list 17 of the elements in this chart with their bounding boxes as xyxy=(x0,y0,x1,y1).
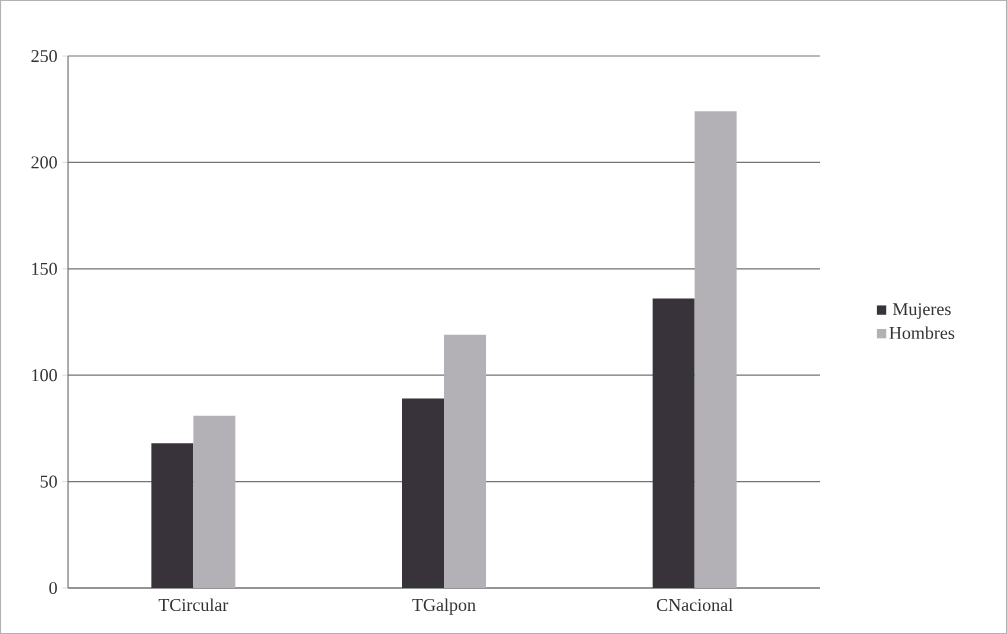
bar xyxy=(444,334,486,588)
y-tick-label: 50 xyxy=(40,475,57,488)
bar xyxy=(694,111,737,588)
y-tick-label: 0 xyxy=(49,581,57,595)
y-tick-label: 100 xyxy=(32,369,57,382)
bar xyxy=(151,443,194,588)
x-tick-label: TGalpon xyxy=(412,598,476,615)
y-tick-label: 200 xyxy=(31,156,57,169)
bar xyxy=(193,415,236,588)
x-tick-label: TCircular xyxy=(158,598,229,612)
y-tick-label: 150 xyxy=(32,262,57,275)
legend-label: Mujeres xyxy=(892,303,951,319)
legend-label: Hombres xyxy=(889,326,955,340)
bar xyxy=(402,398,444,588)
bar xyxy=(652,298,695,588)
y-tick-label: 250 xyxy=(31,49,57,63)
x-tick-label: CNacional xyxy=(656,598,733,612)
